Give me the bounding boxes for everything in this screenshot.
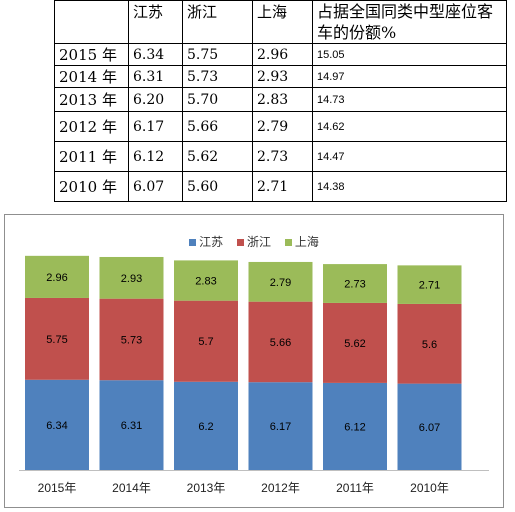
bar-segment: [323, 264, 387, 303]
cell-jiangsu: 6.17: [128, 111, 183, 142]
legend-swatch: [189, 239, 197, 246]
row-year: 2012 年: [54, 111, 129, 142]
cell-share: 14.73: [312, 87, 507, 112]
cell-zhejiang: 5.66: [182, 111, 253, 142]
data-label: 5.75: [46, 334, 67, 346]
row-year: 2010 年: [54, 171, 129, 202]
table-row: 2014 年 6.31 5.73 2.93 14.97: [54, 65, 507, 88]
x-tick-label: 2014年: [112, 481, 151, 495]
table-row: 2015 年 6.34 5.75 2.96 15.05: [54, 43, 507, 66]
data-label: 2.79: [270, 277, 291, 289]
bar-segment: [248, 261, 313, 302]
cell-jiangsu: 6.34: [128, 43, 183, 66]
bar-segment: [397, 265, 462, 304]
cell-jiangsu: 6.31: [128, 65, 183, 88]
bar-segment: [25, 379, 89, 470]
cell-zhejiang: 5.60: [182, 171, 253, 202]
legend-swatch: [236, 239, 244, 246]
legend-swatch: [284, 239, 292, 246]
cell-shanghai: 2.83: [252, 87, 313, 112]
bar-segment: [25, 255, 89, 298]
bar-segment: [174, 260, 238, 301]
x-tick-label: 2011年: [336, 481, 374, 495]
bar-segment: [174, 381, 238, 470]
data-label: 2.83: [195, 276, 216, 288]
data-label: 5.66: [270, 337, 291, 349]
data-label: 2.71: [419, 280, 440, 292]
chart-legend: 江苏 浙江 上海: [5, 233, 503, 250]
cell-zhejiang: 5.75: [182, 43, 253, 66]
cell-jiangsu: 6.07: [128, 171, 183, 202]
legend-item-shanghai: 上海: [284, 233, 319, 250]
bar-segment: [397, 303, 462, 384]
row-year: 2011 年: [54, 141, 129, 172]
bar-segment: [174, 300, 238, 382]
cell-zhejiang: 5.73: [182, 65, 253, 88]
data-label: 2.96: [46, 272, 67, 284]
data-label: 6.07: [419, 422, 440, 434]
header-share: 占据全国同类中型座位客车的份额%: [312, 0, 507, 44]
data-label: 5.73: [121, 334, 142, 346]
legend-label: 浙江: [246, 235, 271, 249]
legend-item-zhejiang: 浙江: [236, 233, 271, 250]
x-tick-label: 2015年: [38, 481, 77, 495]
row-year: 2013 年: [54, 87, 129, 112]
legend-item-jiangsu: 江苏: [189, 233, 223, 250]
cell-shanghai: 2.96: [252, 43, 313, 66]
header-jiangsu: 江苏: [128, 0, 183, 44]
cell-share: 14.47: [312, 141, 507, 172]
bar-segment: [323, 382, 387, 470]
table-row: 2011 年 6.12 5.62 2.73 14.47: [54, 141, 507, 172]
legend-label: 江苏: [199, 235, 224, 249]
x-tick-label: 2013年: [187, 481, 226, 495]
legend-label: 上海: [294, 235, 319, 249]
bar-segment: [99, 380, 164, 470]
row-year: 2014 年: [54, 65, 129, 88]
cell-share: 14.62: [312, 111, 507, 142]
data-label: 6.17: [270, 421, 291, 433]
bar-segment: [323, 302, 387, 383]
cell-zhejiang: 5.62: [182, 141, 253, 172]
cell-shanghai: 2.71: [252, 171, 313, 202]
data-label: 6.12: [344, 421, 365, 433]
cell-share: 15.05: [312, 43, 507, 66]
stacked-bar-chart: 6.34 5.75 2.96 2015年 6.31 5.73 2.93 2014年 6.2 5.7…: [19, 255, 489, 495]
x-tick-label: 2010年: [410, 481, 449, 495]
bar-segment: [99, 298, 164, 381]
bar-segment: [99, 256, 164, 299]
header-empty: [54, 0, 129, 44]
x-tick-label: 2012年: [261, 481, 300, 495]
data-label: 2.73: [344, 279, 365, 291]
bar-segment: [25, 297, 89, 380]
cell-shanghai: 2.93: [252, 65, 313, 88]
cell-shanghai: 2.73: [252, 141, 313, 172]
data-label: 5.7: [198, 336, 213, 348]
data-label: 2.93: [121, 273, 142, 285]
cell-share: 14.38: [312, 171, 507, 202]
data-label: 6.34: [46, 420, 67, 432]
data-label: 5.62: [344, 338, 365, 350]
cell-shanghai: 2.79: [252, 111, 313, 142]
cell-jiangsu: 6.20: [128, 87, 183, 112]
data-table: 江苏 浙江 上海 占据全国同类中型座位客车的份额% 2015 年 6.34 5.…: [54, 0, 507, 202]
bar-segment: [248, 382, 313, 470]
data-label: 5.6: [422, 339, 437, 351]
cell-zhejiang: 5.70: [182, 87, 253, 112]
cell-share: 14.97: [312, 65, 507, 88]
data-label: 6.31: [121, 420, 142, 432]
cell-jiangsu: 6.12: [128, 141, 183, 172]
chart-frame: 江苏 浙江 上海 6.34 5.75 2.96 2015年 6.31 5.73 2.93 20…: [4, 214, 504, 508]
bar-segment: [397, 383, 462, 470]
row-year: 2015 年: [54, 43, 129, 66]
data-label: 6.2: [198, 421, 213, 433]
header-shanghai: 上海: [252, 0, 313, 44]
header-zhejiang: 浙江: [182, 0, 253, 44]
table-row: 2012 年 6.17 5.66 2.79 14.62: [54, 111, 507, 142]
table-row: 2013 年 6.20 5.70 2.83 14.73: [54, 87, 507, 112]
bar-segment: [248, 301, 313, 383]
table-header-row: 江苏 浙江 上海 占据全国同类中型座位客车的份额%: [54, 0, 507, 44]
table-row: 2010 年 6.07 5.60 2.71 14.38: [54, 171, 507, 202]
